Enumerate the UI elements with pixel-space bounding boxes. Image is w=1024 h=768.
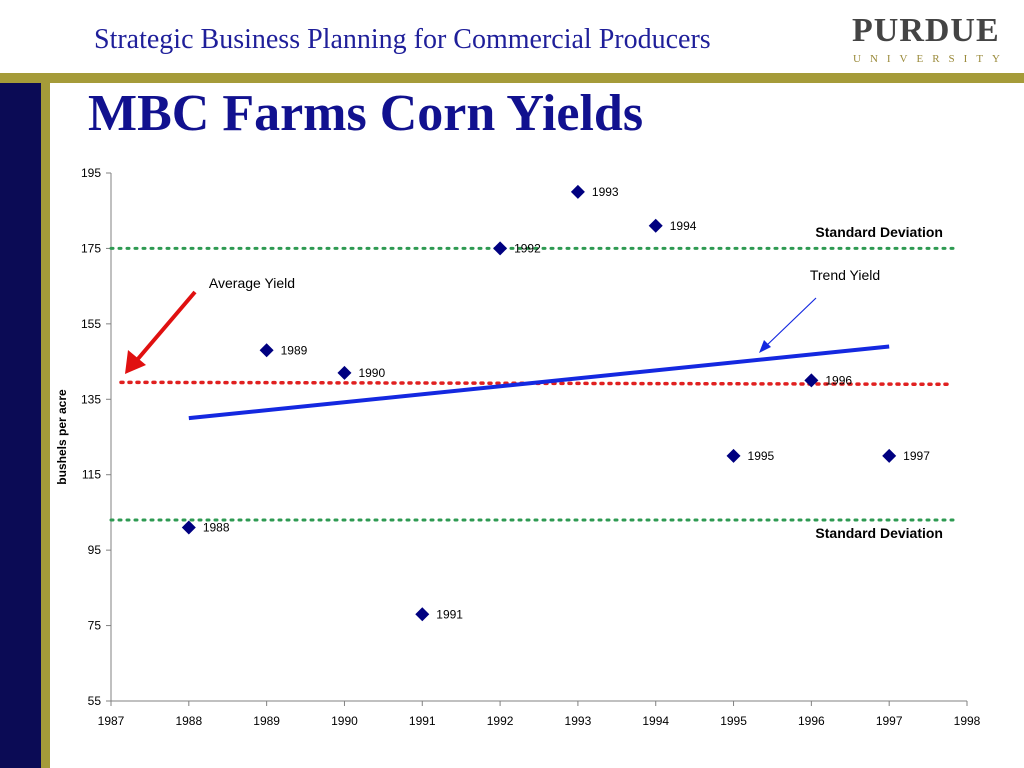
x-tick-label: 1997	[876, 714, 903, 728]
y-tick-label: 115	[82, 468, 101, 482]
x-tick-label: 1990	[331, 714, 358, 728]
x-tick-label: 1993	[565, 714, 592, 728]
data-point-marker	[570, 184, 585, 199]
y-tick-label: 95	[88, 543, 102, 557]
x-tick-label: 1994	[642, 714, 669, 728]
data-point-label: 1993	[592, 185, 619, 199]
x-tick-label: 1988	[175, 714, 202, 728]
data-point-marker	[259, 343, 274, 358]
y-tick-label: 55	[88, 694, 102, 708]
trend-arrow-head	[759, 340, 771, 353]
data-point-marker	[648, 218, 663, 233]
y-tick-label: 155	[81, 317, 101, 331]
left-navy-bar	[0, 83, 41, 768]
data-point-label: 1992	[514, 241, 541, 255]
left-gold-stripe	[41, 83, 50, 768]
logo-wordmark: PURDUE	[852, 12, 1000, 49]
x-tick-label: 1989	[253, 714, 280, 728]
x-tick-label: 1991	[409, 714, 436, 728]
data-point-label: 1990	[358, 366, 385, 380]
std-dev-lower-label: Standard Deviation	[815, 525, 943, 541]
data-point-marker	[181, 520, 196, 535]
trend-yield-line	[188, 344, 890, 421]
purdue-logo: PURDUE UNIVERSITY	[846, 10, 1006, 70]
trend-yield-label: Trend Yield	[810, 267, 880, 283]
x-tick-label: 1998	[954, 714, 981, 728]
average-arrow-shaft	[135, 290, 197, 362]
data-point-marker	[415, 607, 430, 622]
data-point-marker	[337, 365, 352, 380]
data-point-marker	[882, 448, 897, 463]
x-tick-label: 1992	[487, 714, 514, 728]
data-point-label: 1991	[436, 607, 463, 621]
data-point-marker	[493, 241, 508, 256]
logo-subtext: UNIVERSITY	[853, 53, 1009, 65]
x-tick-label: 1996	[798, 714, 825, 728]
x-tick-label: 1995	[720, 714, 747, 728]
y-axis-title: bushels per acre	[55, 389, 69, 485]
data-point-label: 1995	[748, 449, 775, 463]
y-tick-label: 135	[81, 392, 101, 406]
header-divider	[0, 73, 1024, 83]
average-yield-label: Average Yield	[209, 275, 295, 291]
data-point-marker	[726, 448, 741, 463]
data-point-label: 1988	[203, 521, 230, 535]
data-point-label: 1989	[281, 343, 308, 357]
slide-title: MBC Farms Corn Yields	[88, 85, 644, 142]
y-tick-label: 175	[81, 241, 101, 255]
data-point-label: 1996	[825, 373, 852, 387]
y-tick-label: 195	[81, 166, 101, 180]
presentation-subtitle: Strategic Business Planning for Commerci…	[94, 24, 711, 55]
x-tick-label: 1987	[98, 714, 125, 728]
data-point-label: 1994	[670, 219, 697, 233]
average-arrow-head	[125, 350, 146, 374]
trend-arrow-shaft	[764, 297, 817, 348]
data-point-label: 1997	[903, 449, 930, 463]
y-tick-label: 75	[88, 619, 102, 633]
data-point-marker	[804, 373, 819, 388]
std-dev-upper-label: Standard Deviation	[815, 224, 943, 240]
